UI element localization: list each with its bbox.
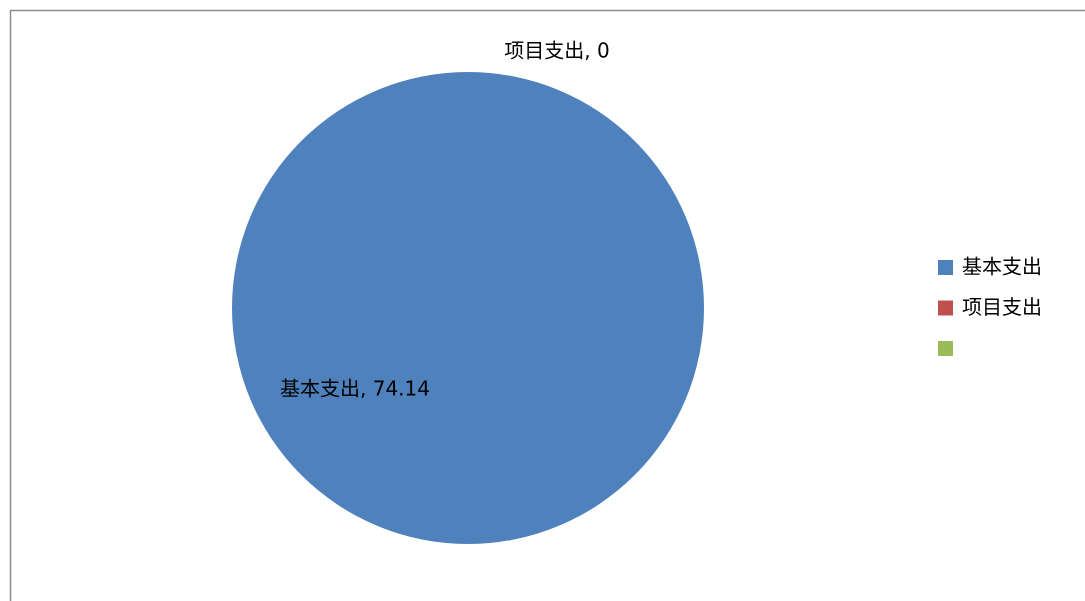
legend-label: 基本支出 (962, 255, 1042, 279)
pie-slice (232, 72, 704, 544)
data-label: 基本支出, 74.14 (280, 377, 430, 401)
legend-label: 项目支出 (962, 295, 1042, 319)
data-label: 项目支出, 0 (504, 39, 609, 63)
legend-swatch (938, 300, 953, 316)
legend-swatch (938, 260, 953, 275)
legend-swatch (938, 341, 953, 356)
